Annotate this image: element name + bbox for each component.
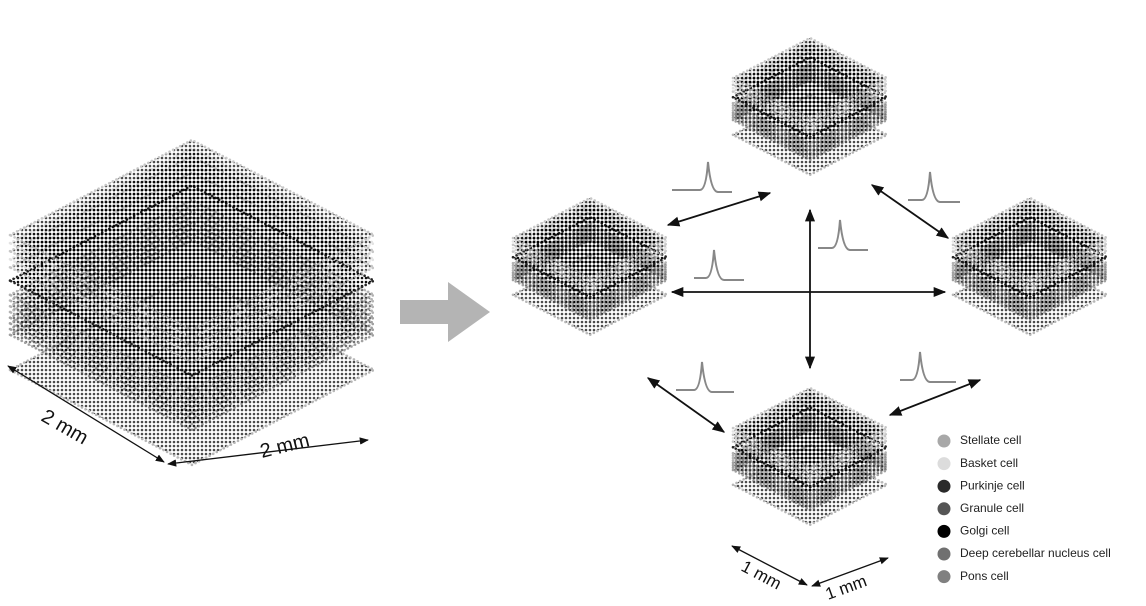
legend-label: Basket cell xyxy=(960,456,1018,470)
legend-swatch xyxy=(937,570,951,584)
cell-layer xyxy=(730,36,890,120)
legend-label: Deep cerebellar nucleus cell xyxy=(960,546,1111,560)
legend-swatch xyxy=(937,547,951,561)
legend-label: Granule cell xyxy=(960,501,1024,515)
legend-label: Stellate cell xyxy=(960,433,1021,447)
legend: Stellate cell Basket cell Purkinje cell Gra… xyxy=(937,433,1111,584)
cell-layer xyxy=(730,386,890,470)
cell-block xyxy=(730,36,890,177)
spike-icons xyxy=(672,161,960,393)
cell-layer xyxy=(950,196,1110,280)
legend-swatch xyxy=(937,524,951,538)
dimension-label: 1 mm xyxy=(823,571,869,603)
legend-label: Purkinje cell xyxy=(960,478,1025,492)
legend-swatch xyxy=(937,434,951,448)
dimension-label: 2 mm xyxy=(258,429,312,462)
cell-block xyxy=(950,196,1110,337)
legend-label: Pons cell xyxy=(960,569,1009,583)
cell-layer xyxy=(7,138,377,332)
dimension-label: 1 mm xyxy=(738,557,784,594)
transform-arrow xyxy=(400,282,490,342)
cell-layer xyxy=(510,196,670,280)
legend-swatch xyxy=(937,479,951,493)
dimension-lines xyxy=(7,365,889,587)
legend-label: Golgi cell xyxy=(960,524,1009,538)
cell-block xyxy=(730,386,890,527)
network-blocks xyxy=(7,36,1110,527)
cell-block xyxy=(510,196,670,337)
legend-swatch xyxy=(937,457,951,471)
legend-swatch xyxy=(937,502,951,516)
connections xyxy=(646,184,982,433)
